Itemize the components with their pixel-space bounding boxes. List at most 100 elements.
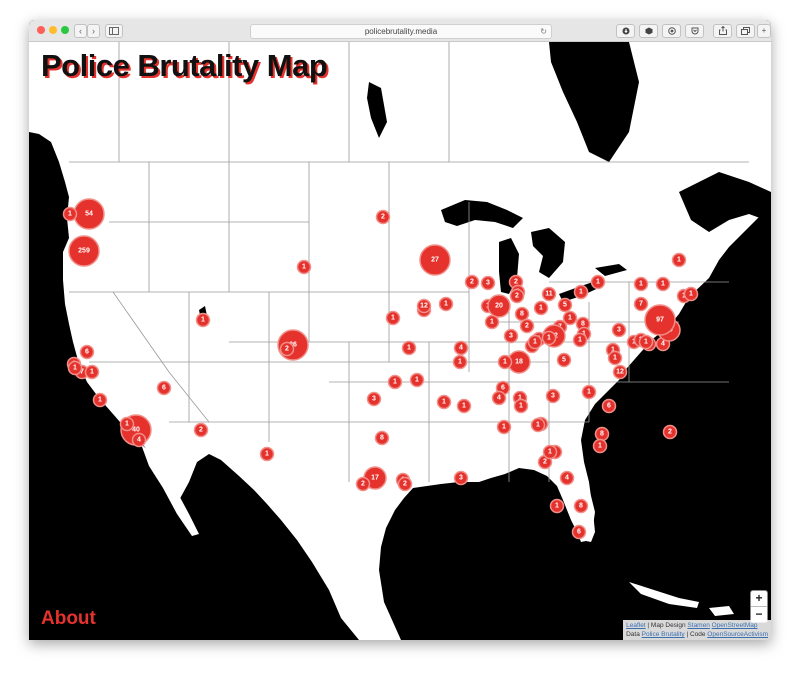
incident-cluster-marker[interactable]: 1 (581, 384, 597, 400)
osm-link[interactable]: OpenStreetMap (711, 622, 758, 629)
incident-cluster-marker[interactable]: 5 (556, 352, 572, 368)
incident-cluster-marker[interactable]: 1 (530, 417, 546, 433)
incident-cluster-marker[interactable]: 6 (79, 344, 95, 360)
incident-cluster-marker[interactable]: 1 (62, 206, 78, 222)
incident-cluster-marker[interactable]: 1 (542, 444, 558, 460)
incident-cluster-marker[interactable]: 5 (557, 297, 573, 313)
incident-cluster-marker[interactable]: 2 (193, 422, 209, 438)
incident-cluster-marker[interactable]: 2 (519, 318, 535, 334)
incident-cluster-marker[interactable]: 4 (559, 470, 575, 486)
incident-cluster-marker[interactable]: 1 (119, 416, 135, 432)
incident-cluster-marker[interactable]: 12 (416, 298, 432, 314)
incident-cluster-marker[interactable]: 2 (509, 288, 525, 304)
incident-cluster-marker[interactable]: 1 (527, 334, 543, 350)
incident-cluster-marker[interactable]: 1 (195, 312, 211, 328)
new-tab-button[interactable]: + (757, 24, 771, 38)
minimize-window-button[interactable] (49, 26, 57, 34)
incident-cluster-marker[interactable]: 1 (497, 354, 513, 370)
incident-cluster-marker[interactable]: 2 (662, 424, 678, 440)
open-source-activism-link[interactable]: OpenSourceActivism (707, 631, 768, 638)
incident-cluster-marker[interactable]: 1 (683, 286, 699, 302)
incident-cluster-marker[interactable]: 1 (496, 419, 512, 435)
incident-cluster-marker[interactable]: 3 (453, 470, 469, 486)
incident-cluster-marker[interactable]: 1 (638, 334, 654, 350)
incident-cluster-marker[interactable]: 12 (612, 364, 628, 380)
incident-cluster-marker[interactable]: 1 (438, 296, 454, 312)
marker-layer[interactable]: 5412592127111262617111401462123121141138… (29, 42, 771, 640)
incident-cluster-marker[interactable]: 3 (366, 391, 382, 407)
incident-cluster-marker[interactable]: 8 (594, 426, 610, 442)
incident-cluster-marker[interactable]: 1 (541, 330, 557, 346)
incident-cluster-marker[interactable]: 1 (84, 364, 100, 380)
incident-cluster-marker[interactable]: 3 (611, 322, 627, 338)
incident-cluster-marker[interactable]: 1 (633, 276, 649, 292)
incident-cluster-marker[interactable]: 1 (607, 350, 623, 366)
back-button[interactable]: ‹ (74, 24, 87, 38)
incident-cluster-marker[interactable]: 1 (456, 398, 472, 414)
privacy-button[interactable] (662, 24, 681, 38)
incident-cluster-marker[interactable]: 6 (571, 524, 587, 540)
incident-cluster-marker[interactable]: 8 (573, 498, 589, 514)
address-bar[interactable]: policebrutality.media ↻ (250, 24, 552, 39)
incident-cluster-marker[interactable]: 1 (655, 276, 671, 292)
incident-cluster-marker[interactable]: 1 (549, 498, 565, 514)
incident-cluster-marker[interactable]: 1 (484, 314, 500, 330)
incident-cluster-marker[interactable]: 27 (419, 244, 451, 276)
share-button[interactable] (713, 24, 732, 38)
incident-cluster-marker[interactable]: 4 (453, 340, 469, 356)
incident-cluster-marker[interactable]: 3 (503, 328, 519, 344)
incident-cluster-marker[interactable]: 2 (279, 341, 295, 357)
about-link[interactable]: About (41, 608, 96, 629)
incident-cluster-marker[interactable]: 8 (374, 430, 390, 446)
incident-cluster-marker[interactable]: 1 (67, 360, 83, 376)
tabs-overview-button[interactable] (736, 24, 755, 38)
incident-cluster-marker[interactable]: 1 (436, 394, 452, 410)
incident-cluster-marker[interactable]: 1 (573, 284, 589, 300)
police-brutality-link[interactable]: Police Brutality (641, 631, 685, 638)
incident-cluster-marker[interactable]: 3 (545, 388, 561, 404)
incident-cluster-marker[interactable]: 1 (592, 438, 608, 454)
leaflet-link[interactable]: Leaflet (626, 622, 646, 629)
close-window-button[interactable] (37, 26, 45, 34)
incident-cluster-marker[interactable]: 2 (464, 274, 480, 290)
incident-cluster-marker[interactable]: 11 (541, 286, 557, 302)
incident-cluster-marker[interactable]: 2 (375, 209, 391, 225)
incident-cluster-marker[interactable]: 18 (507, 350, 531, 374)
incident-cluster-marker[interactable]: 54 (73, 198, 105, 230)
pocket-button[interactable] (685, 24, 704, 38)
maximize-window-button[interactable] (61, 26, 69, 34)
incident-cluster-marker[interactable]: 1 (513, 398, 529, 414)
incident-cluster-marker[interactable]: 1 (572, 332, 588, 348)
map-view[interactable]: 5412592127111262617111401462123121141138… (29, 42, 771, 640)
zoom-out-button[interactable]: − (751, 606, 767, 622)
incident-cluster-marker[interactable]: 3 (480, 275, 496, 291)
incident-cluster-marker[interactable]: 6 (601, 398, 617, 414)
incident-cluster-marker[interactable]: 4 (491, 390, 507, 406)
zoom-in-button[interactable]: + (755, 591, 763, 605)
incident-cluster-marker[interactable]: 1 (409, 372, 425, 388)
incident-cluster-marker[interactable]: 4 (131, 432, 147, 448)
incident-cluster-marker[interactable]: 20 (487, 294, 511, 318)
incident-cluster-marker[interactable]: 1 (296, 259, 312, 275)
incident-cluster-marker[interactable]: 1 (385, 310, 401, 326)
incident-cluster-marker[interactable]: 259 (68, 235, 100, 267)
incident-cluster-marker[interactable]: 2 (397, 476, 413, 492)
incident-cluster-marker[interactable]: 8 (514, 306, 530, 322)
incident-cluster-marker[interactable]: 1 (533, 300, 549, 316)
extension-button[interactable] (639, 24, 658, 38)
incident-cluster-marker[interactable]: 1 (671, 252, 687, 268)
downloads-button[interactable] (616, 24, 635, 38)
sidebar-toggle-button[interactable] (105, 24, 123, 38)
incident-cluster-marker[interactable]: 1 (387, 374, 403, 390)
forward-button[interactable]: › (87, 24, 100, 38)
map-basemap[interactable] (29, 42, 771, 640)
incident-cluster-marker[interactable]: 1 (590, 274, 606, 290)
reload-icon[interactable]: ↻ (540, 27, 547, 36)
incident-cluster-marker[interactable]: 1 (452, 354, 468, 370)
incident-cluster-marker[interactable]: 6 (156, 380, 172, 396)
incident-cluster-marker[interactable]: 97 (644, 304, 676, 336)
incident-cluster-marker[interactable]: 1 (401, 340, 417, 356)
incident-cluster-marker[interactable]: 1 (259, 446, 275, 462)
stamen-link[interactable]: Stamen (687, 622, 710, 629)
incident-cluster-marker[interactable]: 2 (355, 476, 371, 492)
